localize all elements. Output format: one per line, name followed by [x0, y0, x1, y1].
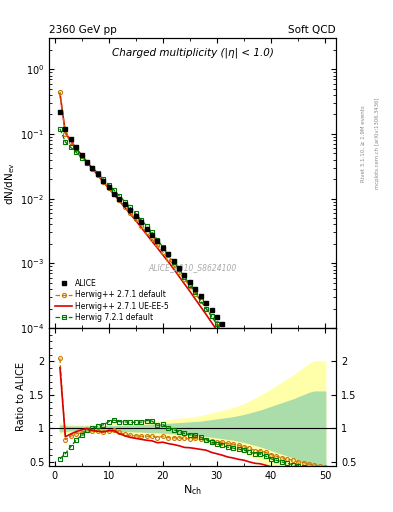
ALICE [155, 238, 160, 244]
ALICE [128, 207, 133, 213]
ALICE [112, 190, 116, 197]
ALICE [166, 251, 171, 258]
Y-axis label: dN/dN$_{\mathsf{ev}}$: dN/dN$_{\mathsf{ev}}$ [4, 162, 17, 205]
ALICE [79, 152, 84, 158]
ALICE [290, 418, 295, 424]
ALICE [117, 196, 122, 202]
Text: ALICE_2010_S8624100: ALICE_2010_S8624100 [149, 263, 237, 272]
ALICE [209, 307, 214, 313]
ALICE [182, 271, 187, 278]
Line: ALICE: ALICE [57, 110, 328, 475]
ALICE [242, 351, 246, 357]
ALICE [171, 258, 176, 264]
ALICE [226, 328, 230, 334]
Legend: ALICE, Herwig++ 2.7.1 default, Herwig++ 2.7.1 UE-EE-5, Herwig 7.2.1 default: ALICE, Herwig++ 2.7.1 default, Herwig++ … [52, 276, 172, 325]
ALICE [323, 470, 327, 476]
ALICE [144, 226, 149, 232]
ALICE [263, 380, 268, 387]
ALICE [285, 410, 290, 416]
Text: 2360 GeV pp: 2360 GeV pp [49, 25, 117, 35]
ALICE [307, 443, 311, 449]
X-axis label: N$_{\mathsf{ch}}$: N$_{\mathsf{ch}}$ [183, 483, 202, 497]
ALICE [318, 461, 322, 467]
ALICE [198, 293, 203, 300]
ALICE [193, 286, 198, 292]
ALICE [312, 452, 317, 458]
Text: Charged multiplicity (|η| < 1.0): Charged multiplicity (|η| < 1.0) [112, 47, 274, 57]
ALICE [133, 213, 138, 219]
Y-axis label: Ratio to ALICE: Ratio to ALICE [16, 362, 26, 432]
ALICE [123, 201, 127, 207]
ALICE [74, 144, 79, 150]
ALICE [279, 402, 284, 408]
ALICE [177, 265, 182, 271]
Text: Soft QCD: Soft QCD [288, 25, 336, 35]
ALICE [247, 358, 252, 364]
ALICE [68, 136, 73, 142]
ALICE [90, 165, 95, 171]
Text: mcplots.cern.ch [arXiv:1306.3436]: mcplots.cern.ch [arXiv:1306.3436] [375, 98, 380, 189]
ALICE [58, 109, 62, 115]
ALICE [63, 126, 68, 132]
ALICE [231, 336, 235, 342]
ALICE [258, 373, 263, 379]
ALICE [296, 426, 301, 433]
ALICE [236, 344, 241, 350]
Text: Rivet 3.1.10, ≥ 1.9M events: Rivet 3.1.10, ≥ 1.9M events [361, 105, 366, 182]
ALICE [150, 232, 154, 239]
ALICE [269, 387, 274, 393]
ALICE [274, 395, 279, 401]
ALICE [301, 435, 306, 441]
ALICE [101, 178, 106, 184]
ALICE [220, 321, 225, 327]
ALICE [187, 279, 192, 285]
ALICE [252, 365, 257, 371]
ALICE [107, 184, 111, 190]
ALICE [95, 171, 100, 177]
ALICE [204, 301, 208, 307]
ALICE [84, 159, 89, 165]
ALICE [215, 314, 219, 320]
ALICE [160, 245, 165, 251]
ALICE [139, 219, 143, 225]
